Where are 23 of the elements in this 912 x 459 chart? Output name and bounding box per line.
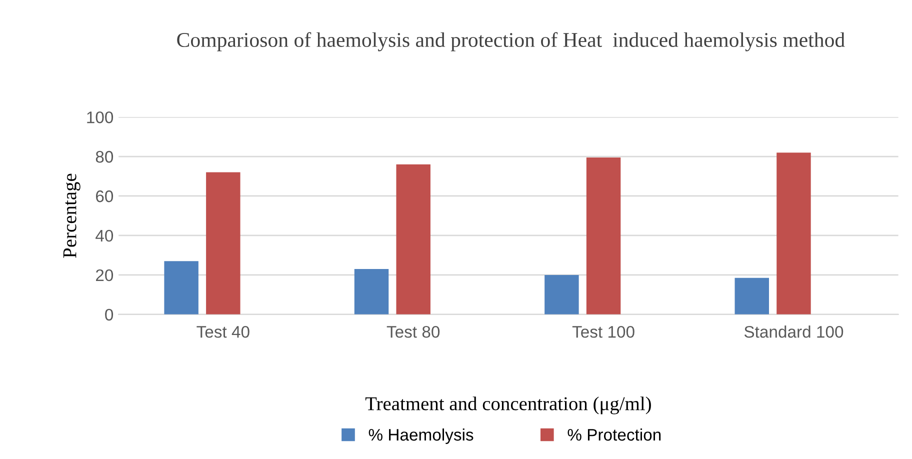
bar <box>776 152 811 314</box>
bar <box>206 172 240 314</box>
bar <box>734 278 769 314</box>
legend-label: % Haemolysis <box>368 428 474 444</box>
y-tick-label: 0 <box>105 308 114 321</box>
y-axis-title: Percentage <box>63 174 80 258</box>
x-axis-title: Treatment and concentration (μg/ml) <box>365 396 651 414</box>
bar <box>544 274 579 314</box>
y-tick-label: 100 <box>87 111 114 124</box>
bar <box>164 261 198 314</box>
legend-label: % Protection <box>568 428 661 441</box>
y-tick-label: 80 <box>96 150 114 163</box>
x-tick-label: Standard 100 <box>744 326 844 338</box>
y-tick-label: 20 <box>96 269 114 282</box>
x-tick-label: Test 40 <box>196 326 250 338</box>
x-tick-label: Test 80 <box>386 326 440 338</box>
chart-title: Comparioson of haemolysis and protection of Heat induced haemolysis method <box>177 32 845 52</box>
y-tick-label: 60 <box>96 190 114 202</box>
y-tick-label: 40 <box>96 230 114 242</box>
bar <box>354 269 389 314</box>
x-tick-label: Test 100 <box>572 326 634 338</box>
bar <box>586 158 621 314</box>
bar <box>396 164 430 314</box>
